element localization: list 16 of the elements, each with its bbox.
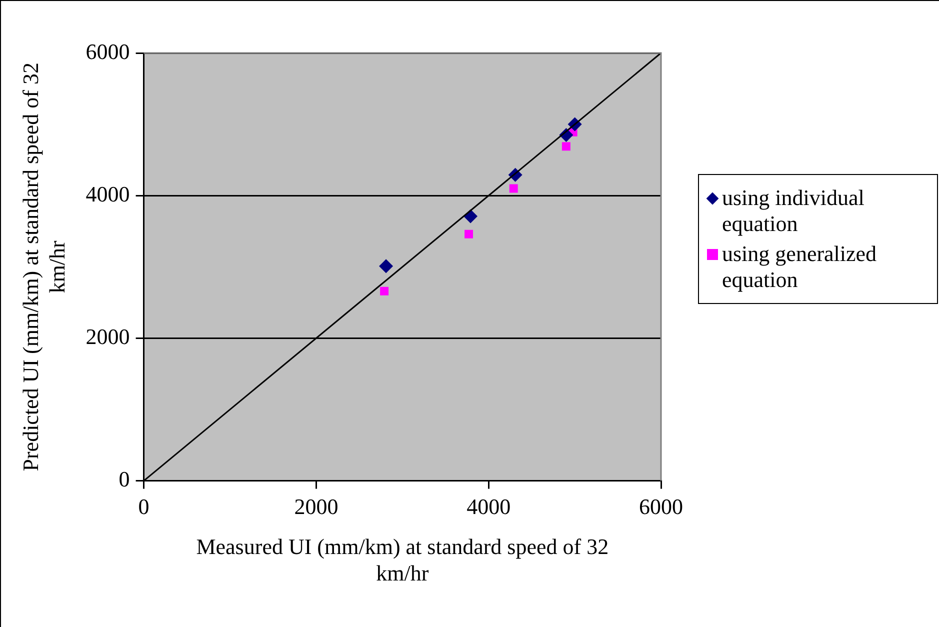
x-axis-title: Measured UI (mm/km) at standard speed of 32 km/hr xyxy=(196,534,609,586)
point xyxy=(379,259,394,274)
point xyxy=(380,286,389,296)
legend-label: using generalized equation xyxy=(722,241,878,293)
x-tick-label: 6000 xyxy=(639,494,683,519)
y-axis-title: Predicted UI (mm/km) at standard speed of 32 km/hr xyxy=(18,62,70,472)
y-tick-label: 0 xyxy=(118,466,130,492)
point xyxy=(464,230,474,238)
y-tick-label: 2000 xyxy=(86,324,130,349)
y-tick-label: 4000 xyxy=(86,181,130,206)
x-tick-label: 2000 xyxy=(294,494,338,519)
point xyxy=(562,142,570,151)
x-tick-label: 4000 xyxy=(466,494,511,519)
y-tick-label: 6000 xyxy=(86,38,130,64)
x-tick-label: 0 xyxy=(138,494,150,519)
point xyxy=(509,184,518,193)
